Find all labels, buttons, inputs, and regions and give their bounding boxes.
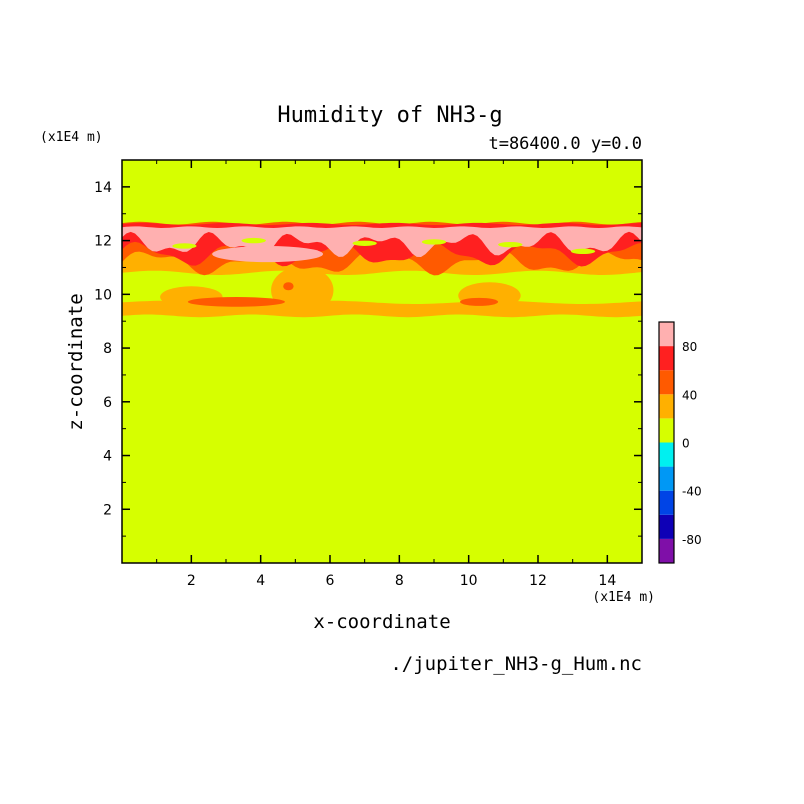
gap-5 xyxy=(570,248,596,255)
patch-lower-1 xyxy=(460,297,499,306)
y-tick-label: 8 xyxy=(103,341,112,357)
patch-lower-0 xyxy=(187,297,285,307)
colorbar-segment-9 xyxy=(659,322,674,347)
colorbar-segment-8 xyxy=(659,346,674,371)
saturated-lobe xyxy=(212,245,324,263)
y-tick-label: 12 xyxy=(94,234,112,250)
y-tick-label: 2 xyxy=(103,502,112,518)
colorbar-tick-label: 0 xyxy=(682,437,690,451)
plot-frame xyxy=(121,159,643,564)
colorbar-segment-7 xyxy=(659,370,674,395)
plume-0 xyxy=(271,266,334,315)
colorbar-frame xyxy=(658,321,675,564)
y-tick-label: 14 xyxy=(94,180,112,196)
chart-subtitle: t=86400.0 y=0.0 xyxy=(488,134,642,154)
chart-title: Humidity of NH3-g xyxy=(277,103,502,128)
x-tick-label: 10 xyxy=(460,573,478,589)
x-tick-label: 2 xyxy=(187,573,196,589)
colorbar-segment-6 xyxy=(659,394,674,419)
x-unit-label: (x1E4 m) xyxy=(592,590,655,605)
x-axis: 2 4 6 8 10 12 14 xyxy=(156,160,616,589)
colorbar-segment-0 xyxy=(659,538,674,563)
y-axis: 2 4 6 8 10 12 14 xyxy=(94,180,642,537)
x-tick-label: 14 xyxy=(598,573,616,589)
colorbar-segment-3 xyxy=(659,466,674,491)
x-tick-label: 4 xyxy=(256,573,265,589)
colorbar-segment-5 xyxy=(659,418,674,443)
gap-3 xyxy=(421,239,447,245)
y-unit-label: (x1E4 m) xyxy=(40,130,103,145)
x-tick-label: 6 xyxy=(326,573,335,589)
colorbar-tick-label: -80 xyxy=(682,533,702,547)
gap-1 xyxy=(241,237,266,244)
plot-area xyxy=(122,160,642,563)
colorbar-segment-2 xyxy=(659,490,674,515)
colorbar-tick-label: 40 xyxy=(682,388,697,402)
y-tick-label: 4 xyxy=(103,449,112,465)
source-file-label: ./jupiter_NH3-g_Hum.nc xyxy=(390,653,642,675)
colorbar-segment-1 xyxy=(659,514,674,539)
colorbar: 80 40 0 -40 -80 xyxy=(658,321,702,564)
y-tick-label: 6 xyxy=(103,395,112,411)
patch-lower-2 xyxy=(283,282,294,291)
x-tick-label: 8 xyxy=(395,573,404,589)
colorbar-segment-4 xyxy=(659,442,674,467)
plot-background xyxy=(122,160,642,563)
gap-4 xyxy=(498,241,523,248)
x-axis-label: x-coordinate xyxy=(313,611,450,633)
colorbar-tick-label: -40 xyxy=(682,485,702,499)
colorbar-tick-label: 80 xyxy=(682,340,697,354)
gap-0 xyxy=(172,243,197,249)
x-tick-label: 12 xyxy=(529,573,547,589)
y-tick-label: 10 xyxy=(94,287,112,303)
gap-2 xyxy=(352,240,377,246)
y-axis-label: z-coordinate xyxy=(65,293,87,430)
